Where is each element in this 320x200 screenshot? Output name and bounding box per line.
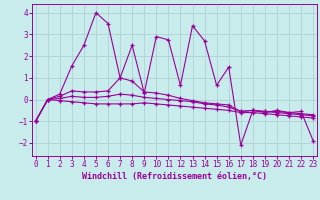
X-axis label: Windchill (Refroidissement éolien,°C): Windchill (Refroidissement éolien,°C) (82, 172, 267, 181)
